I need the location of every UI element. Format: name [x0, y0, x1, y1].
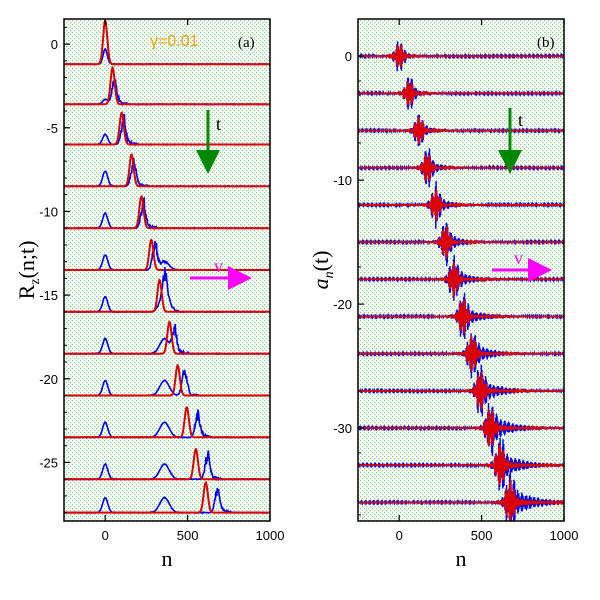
panel-a-red-curve	[64, 195, 270, 230]
panel-a-label: (a)	[238, 35, 255, 51]
panel-a-ytick-label: -25	[39, 455, 58, 470]
panel-b-xtick-label: 500	[471, 528, 493, 543]
panel-a-red-curve	[64, 153, 270, 188]
panel-b-frame	[357, 18, 565, 522]
panel-b-ylabel: an(t)	[308, 251, 337, 290]
panel-a-xtick-label: 500	[177, 528, 199, 543]
panel-b-ytick-label: 0	[345, 49, 352, 64]
panel-b-label: (b)	[537, 35, 555, 51]
panel-a-ytick-label: -10	[39, 204, 58, 219]
panel-b-velocity-label: v	[514, 248, 523, 268]
svg-text:an(t): an(t)	[308, 251, 337, 290]
panel-a-red-curve	[64, 447, 270, 481]
panel-b-ytick-label: -20	[333, 297, 352, 312]
panel-b-time-label: t	[518, 110, 523, 130]
panel-a-ytick-label: -20	[39, 372, 58, 387]
panel-a-red-curve	[64, 405, 270, 439]
panel-a-time-label: t	[216, 114, 221, 134]
panel-a-red-curve	[64, 278, 270, 313]
panel-a-red-curve	[64, 363, 270, 397]
panel-a-xtick-label: 1000	[256, 528, 285, 543]
panel-b-ytick-label: -10	[333, 173, 352, 188]
panel-a: 0 500 1000 0 -5 -10 -15 -20 -25 (a) γ=0.01 t v n…	[14, 18, 285, 571]
panel-a-ylabel: Rz(n;t)	[14, 241, 43, 300]
panel-a-red-curve	[64, 481, 270, 514]
panel-a-frame	[63, 18, 271, 522]
panel-b: 0 500 1000 0 -10 -20 -30 (b) t v n an(t)	[308, 18, 579, 571]
panel-b-xtick-label: 0	[396, 528, 403, 543]
panel-a-velocity-label: v	[214, 256, 223, 276]
panel-a-ytick-label: -15	[39, 288, 58, 303]
panel-a-red-curve	[64, 111, 270, 146]
panel-b-xtick-label: 1000	[550, 528, 579, 543]
panel-a-ytick-label: 0	[51, 37, 58, 52]
panel-a-red-curve	[64, 19, 270, 66]
panel-a-xlabel: n	[162, 546, 173, 571]
panel-b-xlabel: n	[456, 546, 467, 571]
panel-a-red-curve	[64, 65, 270, 106]
panel-b-ytick-label: -30	[333, 421, 352, 436]
svg-text:Rz(n;t): Rz(n;t)	[14, 241, 43, 300]
panel-a-red-curve	[64, 320, 270, 355]
panel-a-xtick-label: 0	[102, 528, 109, 543]
panel-a-ytick-label: -5	[46, 121, 58, 136]
gamma-annotation: γ=0.01	[150, 33, 199, 50]
